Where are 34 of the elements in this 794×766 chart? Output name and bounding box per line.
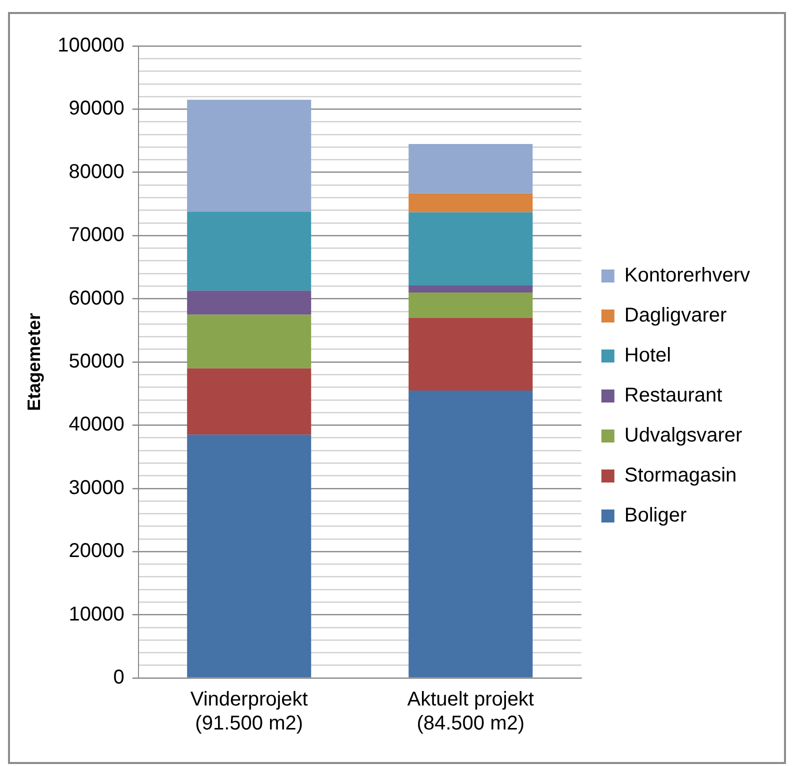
bar bbox=[187, 434, 312, 678]
legend-label: Boliger bbox=[624, 504, 687, 527]
y-tick-label: 10000 bbox=[68, 603, 124, 626]
y-tick-label: 100000 bbox=[58, 34, 124, 57]
legend-label: Kontorerhverv bbox=[624, 264, 750, 287]
legend-label: Hotel bbox=[624, 344, 672, 367]
y-tick-label: 70000 bbox=[68, 224, 124, 246]
y-tick-label: 90000 bbox=[68, 98, 124, 120]
y-tick-label: 0 bbox=[113, 666, 124, 689]
bar bbox=[408, 286, 533, 292]
bar bbox=[408, 390, 533, 678]
bar bbox=[408, 212, 533, 286]
bar bbox=[408, 193, 533, 212]
legend-label: Dagligvarer bbox=[624, 304, 727, 327]
legend-label: Restaurant bbox=[624, 384, 723, 407]
y-tick-label: 30000 bbox=[68, 476, 124, 499]
y-tick-label: 80000 bbox=[68, 160, 124, 183]
bar bbox=[187, 314, 312, 368]
bar bbox=[187, 212, 312, 291]
bar bbox=[187, 290, 312, 315]
y-axis-title: Etagemeter bbox=[24, 312, 44, 412]
legend-label: Stormagasin bbox=[624, 464, 737, 487]
y-tick-label: 60000 bbox=[68, 287, 124, 310]
x-tick-label: Aktuelt projekt (84.500 m2) bbox=[407, 688, 534, 735]
bar bbox=[187, 368, 312, 435]
bar bbox=[408, 318, 533, 390]
bar bbox=[408, 144, 533, 194]
y-tick-label: 20000 bbox=[68, 540, 124, 562]
y-tick-label: 50000 bbox=[68, 350, 124, 373]
bar bbox=[187, 100, 312, 212]
legend-label: Udvalgsvarer bbox=[624, 424, 743, 447]
y-tick-label: 40000 bbox=[68, 414, 124, 436]
bar bbox=[408, 292, 533, 318]
x-tick-label: Vinderprojekt (91.500 m2) bbox=[190, 688, 308, 735]
